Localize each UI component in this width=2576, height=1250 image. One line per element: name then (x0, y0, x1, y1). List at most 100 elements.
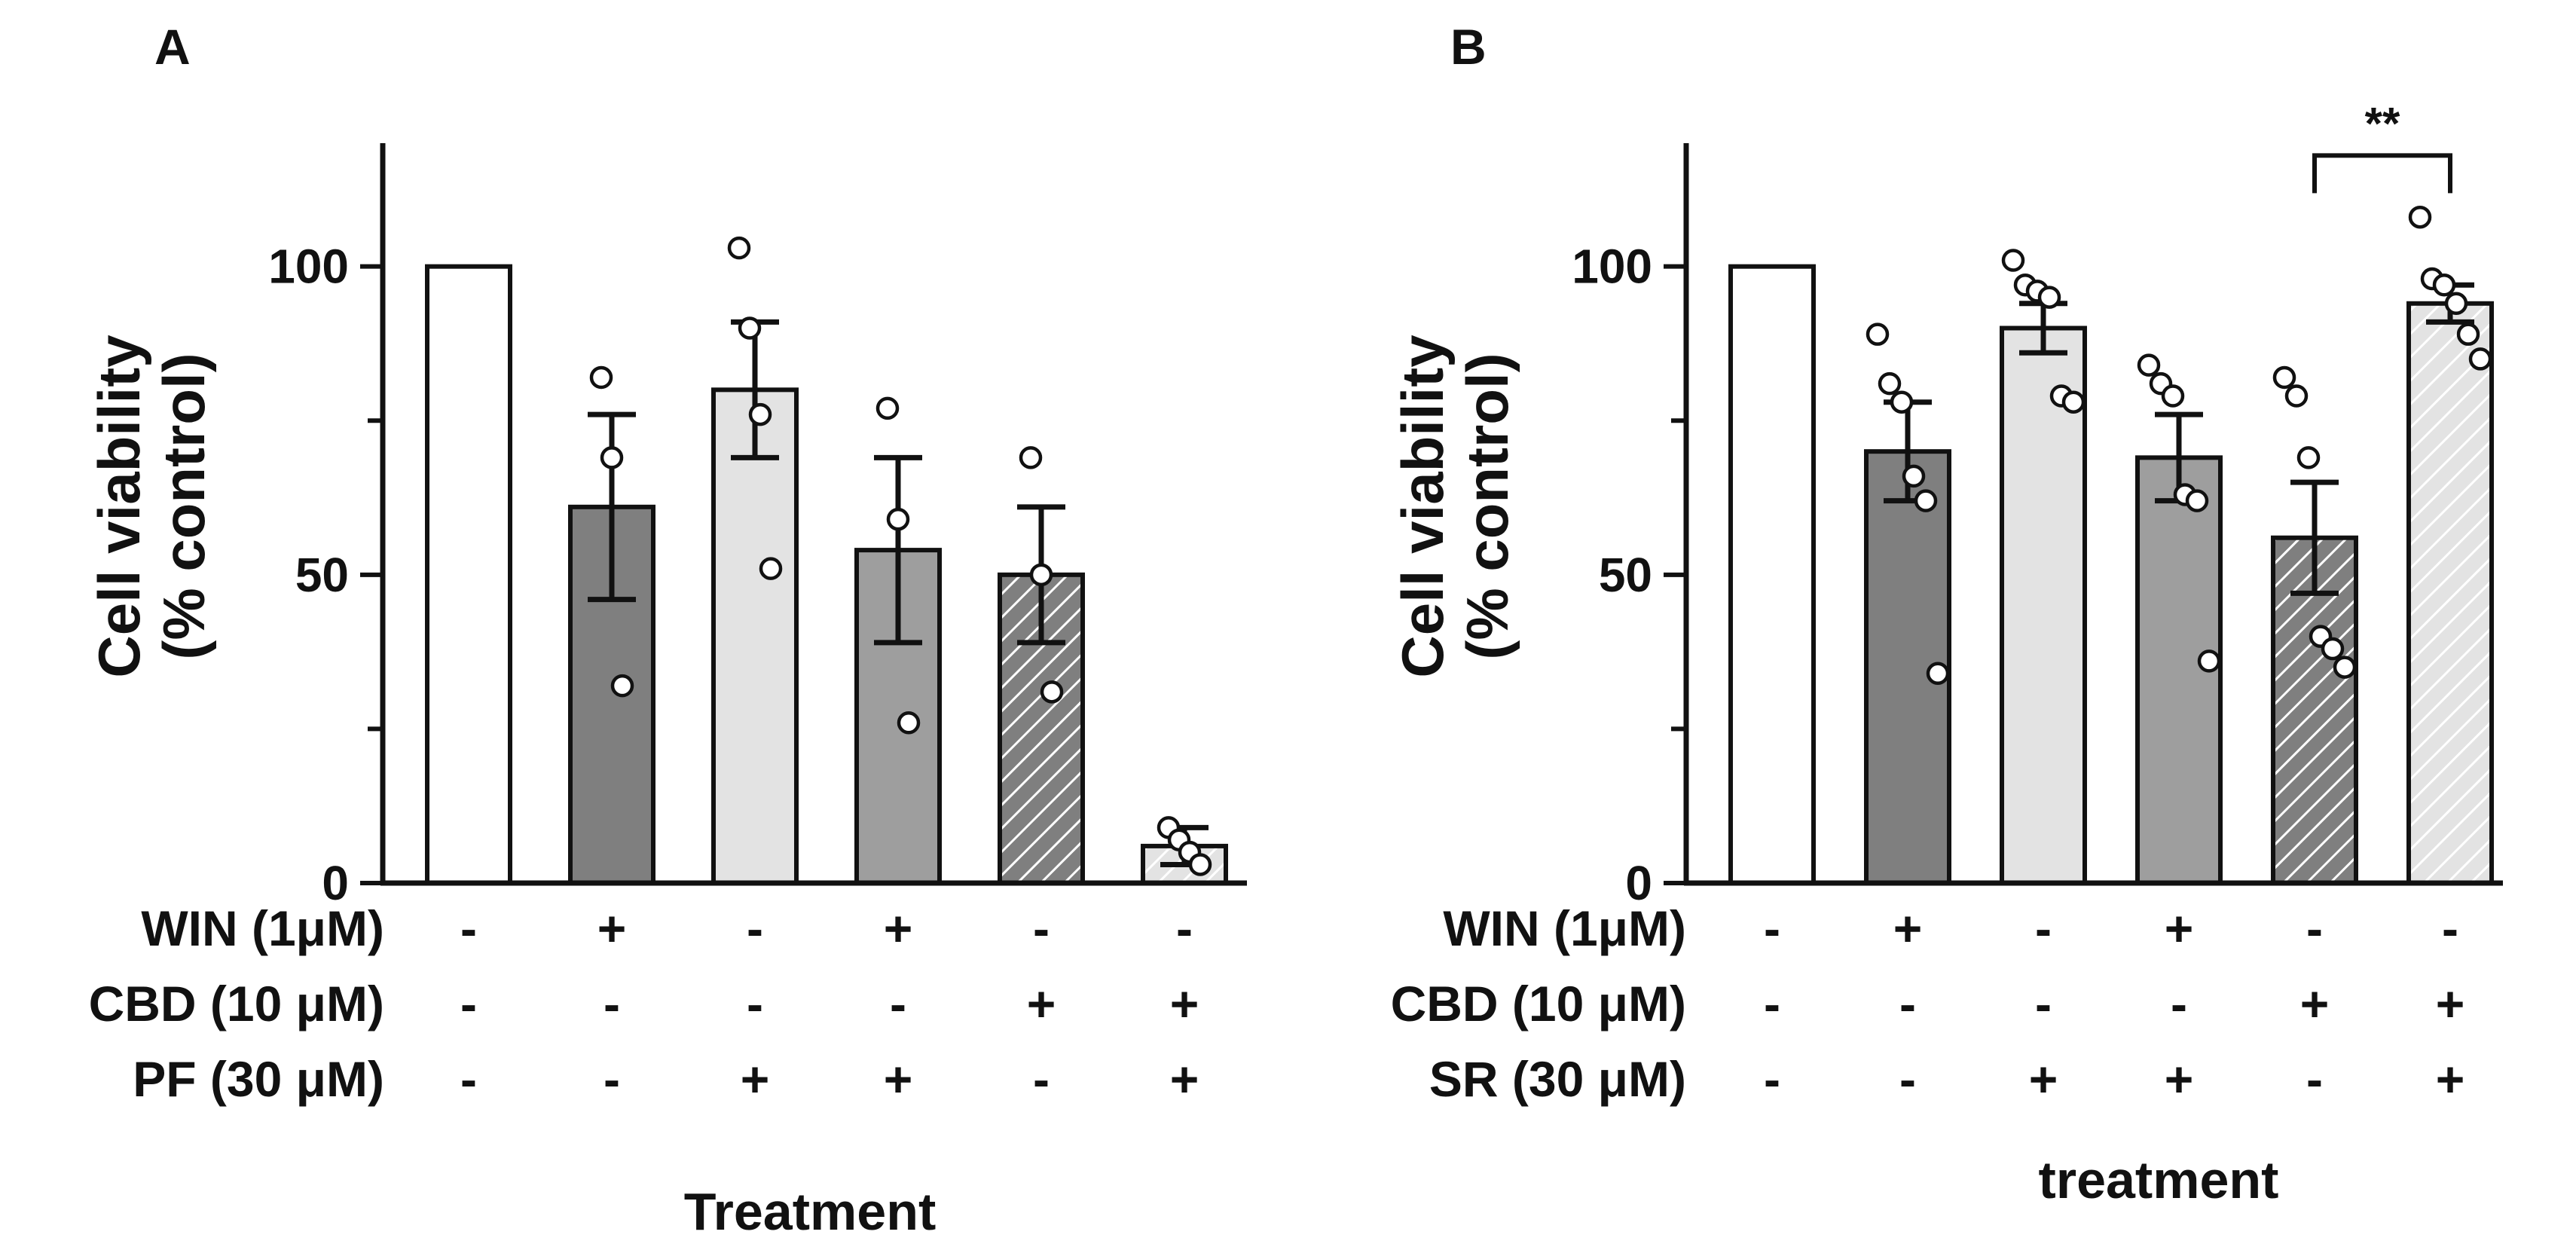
data-point (2137, 353, 2161, 377)
treatment-sign: - (2171, 976, 2187, 1031)
data-point (2197, 649, 2221, 673)
panel-letter: A (154, 19, 191, 75)
data-point (2284, 384, 2309, 408)
data-point (2333, 656, 2357, 679)
treatment-sign: - (1764, 900, 1780, 956)
data-point (1029, 563, 1053, 587)
treatment-sign: + (597, 900, 627, 956)
data-point (1926, 662, 1950, 686)
data-point (2037, 286, 2061, 309)
data-point (1878, 371, 1902, 396)
panel-letter: B (1450, 19, 1487, 75)
data-point (2001, 249, 2025, 272)
y-axis-label-line1: Cell viability (86, 335, 152, 677)
data-point (2185, 489, 2209, 512)
treatment-sign: - (460, 1051, 477, 1107)
significance-label: ** (2365, 98, 2400, 148)
bar (425, 264, 512, 885)
bar (2406, 301, 2494, 885)
y-tick-label: 0 (322, 856, 349, 910)
treatment-sign: - (2306, 900, 2323, 956)
treatment-sign: + (1893, 900, 1923, 956)
data-point (2321, 637, 2345, 661)
treatment-sign: - (460, 976, 477, 1031)
y-tick-label: 100 (268, 240, 349, 294)
treatment-sign: + (2165, 1051, 2194, 1107)
data-point (748, 402, 772, 426)
y-axis-label-line2: (% control) (151, 353, 217, 659)
bar (711, 387, 799, 885)
x-axis-title: treatment (2039, 1151, 2279, 1209)
data-point (738, 316, 762, 340)
treatment-sign: + (2436, 976, 2465, 1031)
data-point (875, 396, 900, 420)
y-tick-label: 100 (1572, 240, 1652, 294)
data-point (2444, 292, 2468, 316)
treatment-row-label: SR (30 μM) (1429, 1051, 1686, 1107)
treatment-sign: - (1764, 976, 1780, 1031)
data-point (610, 674, 634, 698)
treatment-sign: + (1170, 1051, 1199, 1107)
treatment-row-label: WIN (1μM) (141, 900, 384, 956)
treatment-sign: + (2300, 976, 2330, 1031)
data-point (727, 236, 751, 260)
x-axis-title: Treatment (684, 1182, 937, 1241)
treatment-sign: - (1899, 1051, 1916, 1107)
treatment-sign: + (2165, 900, 2194, 956)
treatment-sign: + (2436, 1051, 2465, 1107)
data-point (2061, 390, 2086, 414)
treatment-sign: - (1176, 900, 1193, 956)
treatment-sign: - (604, 1051, 620, 1107)
data-point (589, 365, 613, 390)
significance-bracket (2312, 153, 2452, 194)
treatment-sign: - (604, 976, 620, 1031)
treatment-sign: - (1899, 976, 1916, 1031)
treatment-sign: - (460, 900, 477, 956)
treatment-row-label: WIN (1μM) (1443, 900, 1686, 956)
treatment-sign: - (890, 976, 906, 1031)
treatment-sign: - (747, 900, 763, 956)
y-tick-label: 0 (1625, 856, 1652, 910)
data-point (897, 711, 921, 735)
data-point (1019, 446, 1043, 469)
data-point (2161, 384, 2185, 408)
data-point (759, 557, 783, 580)
treatment-sign: + (741, 1051, 770, 1107)
treatment-sign: - (2306, 1051, 2323, 1107)
treatment-sign: + (884, 1051, 913, 1107)
y-axis-label-line2: (% control) (1454, 353, 1520, 659)
y-axis-label-line1: Cell viability (1389, 335, 1456, 677)
treatment-sign: + (884, 900, 913, 956)
treatment-row-label: CBD (10 μM) (1391, 976, 1686, 1031)
treatment-sign: - (747, 976, 763, 1031)
data-point (1188, 853, 1212, 876)
panel-a: A Cell viability (% control) Treatment 0… (86, 19, 1247, 1241)
data-point (2468, 347, 2492, 371)
treatment-row-label: PF (30 μM) (133, 1051, 384, 1107)
treatment-sign: + (1170, 976, 1199, 1031)
data-point (1914, 489, 1938, 512)
data-point (1902, 464, 1926, 488)
treatment-sign: - (1033, 900, 1050, 956)
data-point (2432, 273, 2456, 297)
data-point (2456, 322, 2480, 346)
treatment-sign: - (2035, 976, 2052, 1031)
treatment-sign: - (2442, 900, 2458, 956)
treatment-sign: + (1027, 976, 1056, 1031)
data-point (1040, 680, 1064, 704)
treatment-sign: + (2029, 1051, 2058, 1107)
y-axis-label: Cell viability (% control) (1389, 335, 1520, 677)
treatment-row-label: CBD (10 μM) (89, 976, 384, 1031)
bar (1728, 264, 1816, 885)
y-axis-label: Cell viability (% control) (86, 335, 217, 677)
data-point (600, 446, 624, 469)
data-point (1866, 322, 1890, 346)
y-tick-label: 50 (1599, 548, 1652, 602)
treatment-sign: - (1764, 1051, 1780, 1107)
data-point (886, 507, 910, 531)
panel-b: B Cell viability (% control) treatment 0… (1389, 19, 2503, 1209)
treatment-sign: - (2035, 900, 2052, 956)
treatment-sign: - (1033, 1051, 1050, 1107)
data-point (1890, 390, 1914, 414)
